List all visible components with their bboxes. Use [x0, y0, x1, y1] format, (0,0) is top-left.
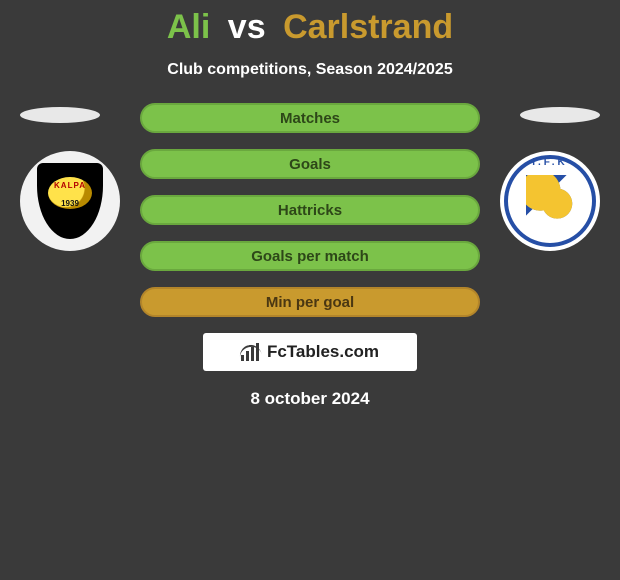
comparison-stage: KALPA 1939 I.F.K Matches Goals Hattricks… — [0, 103, 620, 409]
player2-avatar-slot — [520, 107, 600, 123]
stat-label: Goals — [289, 156, 331, 173]
watermark: FcTables.com — [203, 333, 417, 371]
player2-name: Carlstrand — [283, 8, 453, 46]
stat-label: Matches — [280, 110, 340, 127]
stat-bar-goals: Goals — [140, 149, 480, 179]
subtitle: Club competitions, Season 2024/2025 — [0, 61, 620, 79]
shield-icon: KALPA 1939 — [37, 163, 103, 239]
watermark-text: FcTables.com — [267, 342, 379, 362]
bars-chart-icon — [241, 343, 263, 361]
stat-label: Hattricks — [278, 202, 342, 219]
date-label: 8 october 2024 — [0, 389, 620, 409]
player1-club-badge: KALPA 1939 — [20, 151, 120, 251]
left-badge-year: 1939 — [37, 199, 103, 208]
page-title: Ali vs Carlstrand — [0, 0, 620, 47]
lion-icon — [526, 175, 574, 227]
player1-avatar-slot — [20, 107, 100, 123]
stat-bar-min-per-goal: Min per goal — [140, 287, 480, 317]
stat-label: Min per goal — [266, 294, 354, 311]
player2-club-badge: I.F.K — [500, 151, 600, 251]
right-badge-top: I.F.K — [508, 157, 592, 168]
stat-bar-goals-per-match: Goals per match — [140, 241, 480, 271]
title-vs: vs — [228, 8, 266, 46]
stat-label: Goals per match — [251, 248, 369, 265]
stat-bars: Matches Goals Hattricks Goals per match … — [140, 103, 480, 317]
ifk-ring-icon: I.F.K — [504, 155, 596, 247]
player1-name: Ali — [167, 8, 210, 46]
left-badge-name: KALPA — [37, 181, 103, 190]
stat-bar-matches: Matches — [140, 103, 480, 133]
stat-bar-hattricks: Hattricks — [140, 195, 480, 225]
